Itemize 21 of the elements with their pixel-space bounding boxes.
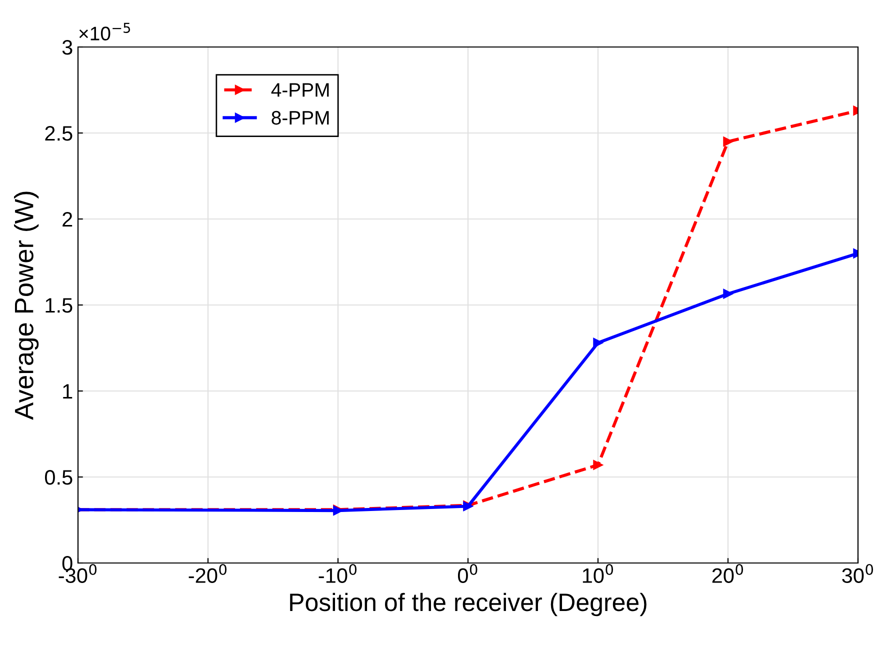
y-tick-label: 1.5 [46, 298, 72, 313]
point [593, 338, 603, 348]
point [723, 136, 733, 146]
x-axis-title: Position of the receiver (Degree) [290, 592, 646, 616]
y-axis-title: Average Power (W) [14, 192, 39, 420]
point [723, 288, 733, 299]
x-tick-label: 10$^{0}$ [582, 564, 614, 584]
legend-label: 4-PPM [271, 83, 329, 97]
y-tick-label: 3 [62, 40, 72, 55]
x-tick-label: 30$^{0}$ [842, 564, 874, 584]
legend-label: 8-PPM [272, 110, 329, 125]
point [593, 460, 603, 470]
x-tick-label: 0$^{0}$ [458, 564, 478, 584]
x-tick-label: 20$^{0}$ [712, 564, 744, 584]
y-tick-label: 1 [63, 384, 72, 399]
y-tick-label: 0.5 [44, 470, 72, 485]
y-tick-label: 2 [62, 212, 72, 227]
x-tick-label: -10$^{0}$ [318, 564, 357, 584]
x-tick-label: -20$^{0}$ [188, 564, 227, 584]
text: ×10$^{−5}$ [79, 22, 130, 40]
y-tick-label: 2.5 [45, 126, 72, 141]
